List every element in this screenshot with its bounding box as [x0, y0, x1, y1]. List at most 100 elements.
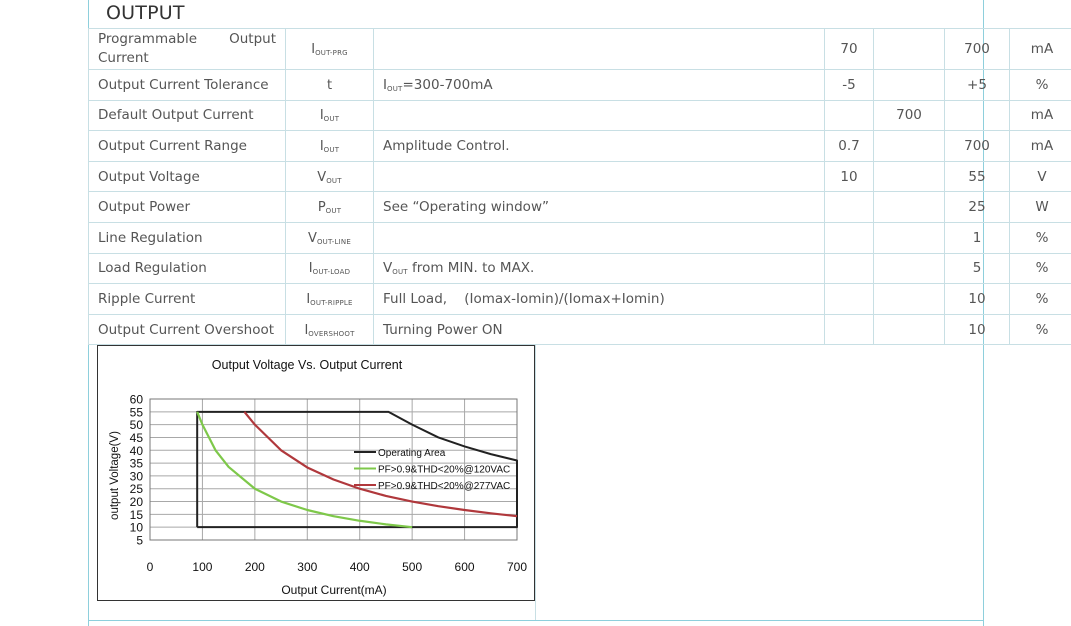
param-cell: Programmable Output Current — [88, 28, 286, 70]
symbol-cell: t — [285, 69, 374, 101]
y-tick-label: 30 — [130, 469, 144, 483]
condition-cell: Full Load, (Iomax-Iomin)/(Iomax+Iomin) — [373, 283, 825, 315]
min-cell: 70 — [824, 28, 874, 70]
symbol-cell: IOUT-PRG — [285, 28, 374, 70]
y-tick-label: 40 — [130, 444, 144, 458]
max-cell: 10 — [944, 313, 1010, 346]
typ-cell — [873, 313, 945, 346]
condition-cell — [373, 221, 825, 254]
typ-cell — [873, 160, 945, 193]
x-tick-label: 400 — [350, 560, 370, 574]
section-title: OUTPUT — [106, 2, 185, 24]
param-cell: Output Current Range — [88, 130, 286, 162]
chart-title: Output Voltage Vs. Output Current — [212, 358, 403, 372]
spec-row: Output Current Overshoot IOVERSHOOT Turnin… — [88, 313, 1071, 346]
spec-row: Output Current Range IOUT Amplitude Contro… — [88, 130, 1071, 162]
param-cell: Output Power — [88, 191, 286, 223]
condition-cell: Amplitude Control. — [373, 130, 825, 162]
min-cell: -5 — [824, 69, 874, 101]
typ-cell — [873, 221, 945, 254]
typ-cell — [873, 130, 945, 162]
max-cell — [944, 99, 1010, 132]
param-cell: Output Voltage — [88, 160, 286, 193]
spec-row: Programmable Output Current IOUT-PRG 70 700 mA — [88, 28, 1071, 70]
condition-cell: IOUT=300-700mA — [373, 69, 825, 101]
spec-row: Line Regulation VOUT-LINE 1% — [88, 221, 1071, 254]
spec-row: Output Current Tolerance t IOUT=300-700mA -… — [88, 69, 1071, 101]
x-tick-label: 500 — [402, 560, 422, 574]
max-cell: 10 — [944, 283, 1010, 315]
condition-cell — [373, 99, 825, 132]
x-tick-label: 300 — [297, 560, 317, 574]
min-cell — [824, 191, 874, 223]
unit-cell: W — [1009, 191, 1071, 223]
max-cell: +5 — [944, 69, 1010, 101]
y-tick-label: 60 — [130, 393, 144, 407]
typ-cell — [873, 191, 945, 223]
unit-cell: mA — [1009, 28, 1071, 70]
min-cell — [824, 313, 874, 346]
max-cell: 700 — [944, 28, 1010, 70]
min-cell — [824, 99, 874, 132]
series-line — [196, 410, 518, 529]
max-cell: 1 — [944, 221, 1010, 254]
symbol-cell: POUT — [285, 191, 374, 223]
legend-label: Operating Area — [378, 448, 446, 459]
min-cell — [824, 252, 874, 285]
unit-cell: V — [1009, 160, 1071, 193]
param-cell: Ripple Current — [88, 283, 286, 315]
symbol-cell: IOUT-RIPPLE — [285, 283, 374, 315]
y-tick-label: 55 — [130, 405, 144, 419]
typ-cell — [873, 69, 945, 101]
spec-row: Ripple Current IOUT-RIPPLE Full Load, (Iom… — [88, 283, 1071, 315]
symbol-cell: VOUT-LINE — [285, 221, 374, 254]
operating-window-chart: Output Voltage Vs. Output Current 0 100 200… — [97, 345, 535, 601]
y-axis-label: output Voltage(V) — [109, 431, 121, 520]
unit-cell: % — [1009, 221, 1071, 254]
symbol-cell: IOUT — [285, 99, 374, 132]
y-tick-label: 35 — [130, 457, 144, 471]
symbol-cell: IOVERSHOOT — [285, 313, 374, 346]
spec-row: Output Voltage VOUT 10 55 V — [88, 160, 1071, 193]
x-tick-label: 600 — [455, 560, 475, 574]
symbol-cell: VOUT — [285, 160, 374, 193]
symbol-cell: IOUT — [285, 130, 374, 162]
min-cell — [824, 221, 874, 254]
param-cell: Output Current Overshoot — [88, 313, 286, 346]
param-cell: Default Output Current — [88, 99, 286, 132]
min-cell: 0.7 — [824, 130, 874, 162]
y-tick-label: 45 — [130, 431, 144, 445]
x-tick-label: 100 — [192, 560, 212, 574]
spec-row: Default Output Current IOUT 700 mA — [88, 99, 1071, 132]
param-cell: Line Regulation — [88, 221, 286, 254]
chart-svg: Output Voltage Vs. Output Current 0 100 200… — [109, 358, 527, 597]
param-cell: Output Current Tolerance — [88, 69, 286, 101]
bottom-divider — [88, 620, 984, 621]
typ-cell — [873, 28, 945, 70]
spec-row: Load Regulation IOUT-LOAD VOUT from MIN. t… — [88, 252, 1071, 285]
symbol-cell: IOUT-LOAD — [285, 252, 374, 285]
unit-cell: mA — [1009, 130, 1071, 162]
chart-cell-border — [535, 345, 536, 621]
min-cell — [824, 283, 874, 315]
typ-cell: 700 — [873, 99, 945, 132]
y-tick-label: 15 — [130, 508, 144, 522]
condition-cell: See “Operating window” — [373, 191, 825, 223]
max-cell: 700 — [944, 130, 1010, 162]
legend-label: PF>0.9&THD<20%@277VAC — [378, 481, 510, 492]
x-tick-label: 0 — [147, 560, 154, 574]
unit-cell: % — [1009, 283, 1071, 315]
typ-cell — [873, 283, 945, 315]
series-line — [196, 411, 413, 529]
x-axis-label: Output Current(mA) — [281, 583, 386, 597]
legend-label: PF>0.9&THD<20%@120VAC — [378, 465, 510, 476]
x-tick-label: 700 — [507, 560, 527, 574]
param-cell: Load Regulation — [88, 252, 286, 285]
unit-cell: % — [1009, 313, 1071, 346]
condition-cell — [373, 160, 825, 193]
y-tick-label: 25 — [130, 482, 144, 496]
typ-cell — [873, 252, 945, 285]
max-cell: 55 — [944, 160, 1010, 193]
unit-cell: % — [1009, 69, 1071, 101]
series-line — [243, 411, 518, 518]
